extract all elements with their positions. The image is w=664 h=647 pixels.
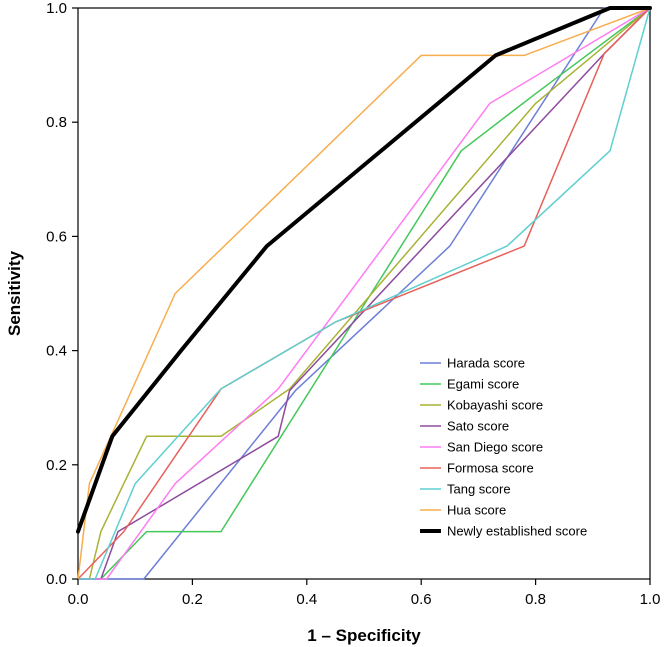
legend: Harada score Egami score Kobayashi score Sa… bbox=[420, 356, 587, 539]
series-layer bbox=[76, 6, 652, 580]
x-axis-ticks: 0.0 0.2 0.4 0.6 0.8 1.0 bbox=[68, 579, 661, 608]
x-tick-label: 0.8 bbox=[525, 591, 546, 608]
y-tick-label: 0.0 bbox=[46, 571, 67, 588]
series-line-sato-score bbox=[77, 7, 651, 580]
x-tick-label: 0.4 bbox=[296, 591, 317, 608]
y-tick-label: 0.8 bbox=[46, 114, 67, 131]
legend-label-newly-established-score: Newly established score bbox=[447, 524, 587, 539]
x-axis-title: 1 – Specificity bbox=[307, 626, 421, 645]
x-tick-label: 0.2 bbox=[182, 591, 203, 608]
y-axis-title: Sensitivity bbox=[5, 250, 24, 336]
series-line-formosa-score bbox=[77, 7, 651, 580]
series-line-newly-established-score bbox=[76, 6, 652, 534]
y-tick-label: 1.0 bbox=[46, 0, 67, 17]
legend-label-egami-score: Egami score bbox=[447, 377, 519, 392]
legend-label-sato-score: Sato score bbox=[447, 419, 509, 434]
y-tick-label: 0.2 bbox=[46, 457, 67, 474]
legend-label-san-diego-score: San Diego score bbox=[447, 440, 543, 455]
y-tick-label: 0.6 bbox=[46, 228, 67, 245]
series-line-tang-score bbox=[77, 7, 651, 580]
y-axis-ticks: 0.0 0.2 0.4 0.6 0.8 1.0 bbox=[46, 0, 78, 588]
plot-area bbox=[76, 6, 652, 580]
legend-label-formosa-score: Formosa score bbox=[447, 461, 534, 476]
series-line-egami-score bbox=[77, 7, 651, 580]
legend-label-tang-score: Tang score bbox=[447, 482, 511, 497]
legend-label-harada-score: Harada score bbox=[447, 356, 525, 371]
series-line-san-diego-score bbox=[77, 7, 651, 580]
x-tick-label: 0.6 bbox=[411, 591, 432, 608]
legend-label-hua-score: Hua score bbox=[447, 503, 506, 518]
series-line-kobayashi-score bbox=[77, 7, 651, 580]
x-tick-label: 0.0 bbox=[68, 591, 89, 608]
x-tick-label: 1.0 bbox=[640, 591, 661, 608]
series-line-harada-score bbox=[77, 7, 651, 580]
legend-label-kobayashi-score: Kobayashi score bbox=[447, 398, 543, 413]
series-line-hua-score bbox=[77, 7, 651, 580]
y-tick-label: 0.4 bbox=[46, 343, 67, 360]
plot-frame bbox=[77, 7, 651, 580]
